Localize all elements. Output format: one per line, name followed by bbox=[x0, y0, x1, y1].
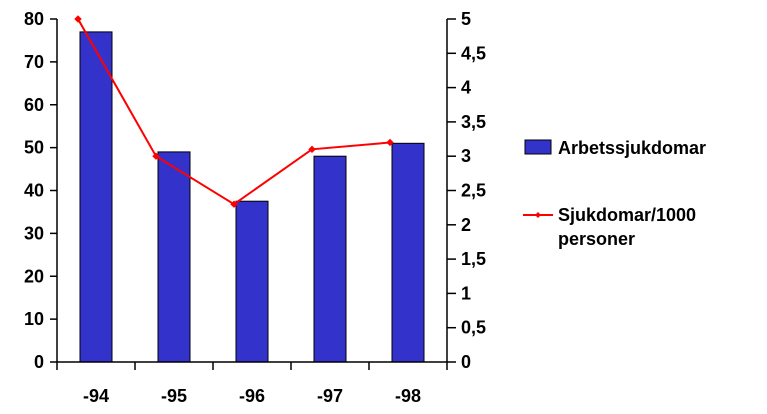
legend: Arbetssjukdomar Sjukdomar/1000 personer bbox=[523, 138, 706, 249]
x-tick-label: -95 bbox=[161, 386, 187, 406]
line-series bbox=[74, 15, 394, 208]
right-tick-label: 3 bbox=[461, 146, 471, 166]
x-tick-label: -97 bbox=[317, 386, 343, 406]
bar bbox=[79, 31, 113, 363]
axes bbox=[50, 18, 456, 370]
left-tick-label: 70 bbox=[24, 52, 44, 72]
left-tick-label: 40 bbox=[24, 181, 44, 201]
bar bbox=[313, 155, 347, 363]
right-tick-label: 1 bbox=[461, 283, 471, 303]
left-tick-label: 50 bbox=[24, 138, 44, 158]
line-point bbox=[386, 138, 394, 147]
left-tick-label: 20 bbox=[24, 266, 44, 286]
left-tick-label: 0 bbox=[34, 352, 44, 372]
x-tick-label: -96 bbox=[239, 386, 265, 406]
right-tick-label: 4,5 bbox=[461, 43, 486, 63]
left-tick-label: 30 bbox=[24, 223, 44, 243]
right-tick-label: 2,5 bbox=[461, 181, 486, 201]
right-tick-label: 2 bbox=[461, 215, 471, 235]
right-tick-label: 3,5 bbox=[461, 112, 486, 132]
legend-line-marker bbox=[535, 212, 541, 218]
legend-bar-swatch bbox=[524, 139, 552, 155]
legend-label-line: personer bbox=[558, 229, 635, 249]
line-point bbox=[230, 200, 238, 208]
right-tick-label: 5 bbox=[461, 9, 471, 29]
x-tick-label: -98 bbox=[395, 386, 421, 406]
x-tick-label: -94 bbox=[83, 386, 109, 406]
legend-label-bar: Arbetssjukdomar bbox=[558, 138, 706, 158]
bar-series bbox=[79, 31, 425, 363]
right-tick-label: 1,5 bbox=[461, 249, 486, 269]
left-tick-label: 10 bbox=[24, 309, 44, 329]
left-tick-label: 80 bbox=[24, 9, 44, 29]
right-tick-label: 0,5 bbox=[461, 318, 486, 338]
bar bbox=[391, 142, 425, 363]
line-point bbox=[308, 145, 316, 154]
bar bbox=[235, 200, 269, 363]
tick-labels: 0 10 20 30 40 50 60 70 80 0 0,5 1 1,5 2 2,5 3 3,5 4 4,5 5 -9… bbox=[24, 9, 486, 406]
line-point bbox=[152, 152, 160, 160]
left-tick-label: 60 bbox=[24, 95, 44, 115]
bar bbox=[157, 151, 191, 363]
line-point bbox=[74, 15, 82, 23]
legend-label-line: Sjukdomar/1000 bbox=[558, 205, 696, 225]
right-tick-label: 4 bbox=[461, 78, 471, 98]
right-tick-label: 0 bbox=[461, 352, 471, 372]
